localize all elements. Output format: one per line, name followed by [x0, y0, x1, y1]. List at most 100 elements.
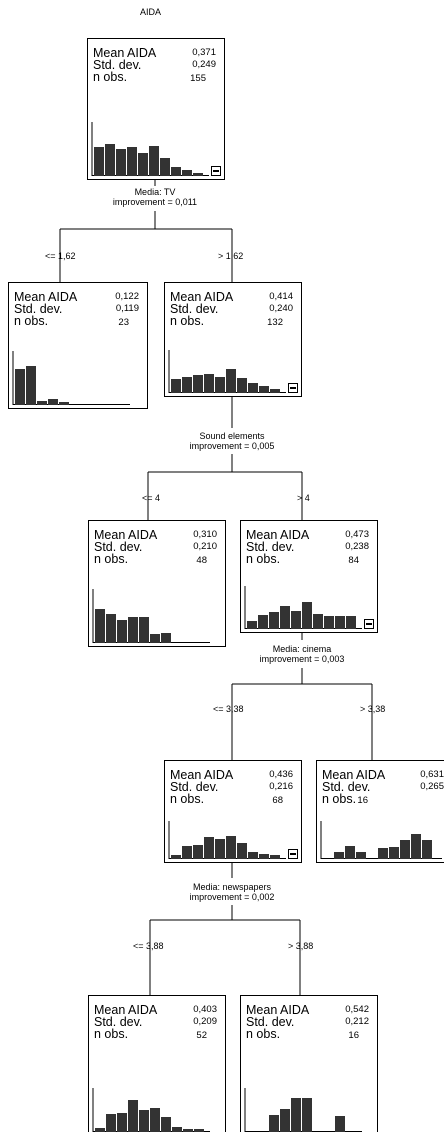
n-obs-value: 23 — [118, 317, 129, 328]
n-obs-label: n obs. — [322, 792, 357, 806]
histogram-bar — [356, 852, 366, 859]
histogram-bar — [313, 614, 323, 629]
mean-value: 0,542 — [345, 1004, 369, 1015]
split-variable: Sound elements — [199, 431, 265, 441]
histogram-bar — [117, 620, 127, 643]
n-obs-label: n obs. — [246, 552, 281, 566]
std-dev-label: Std. dev. — [14, 302, 63, 316]
histogram-bar — [161, 633, 171, 643]
mean-label: Mean AIDA — [170, 768, 234, 782]
n-obs-value: 16 — [348, 1030, 359, 1041]
histogram-bar — [259, 386, 269, 393]
n-obs-label: n obs. — [14, 314, 49, 328]
histogram-bar — [150, 634, 160, 643]
histogram-bar — [95, 609, 105, 643]
histogram-bar — [171, 167, 181, 176]
split-improvement: improvement = 0,002 — [189, 892, 275, 902]
histogram-bar — [345, 846, 355, 859]
mean-value: 0,436 — [269, 769, 293, 780]
std-dev-value: 0,209 — [193, 1016, 217, 1027]
split-label-news: Media: newspapers improvement = 0,002 — [152, 882, 312, 902]
histogram-bar — [48, 399, 58, 405]
histogram — [91, 122, 209, 176]
histogram-bar — [26, 366, 36, 405]
tree-node-cinema-low[interactable]: Mean AIDA 0,436 Std. dev. 0,216 n obs. 68 — [164, 760, 302, 863]
tree-node-tv-low[interactable]: Mean AIDA 0,122 Std. dev. 0,119 n obs. 23 — [8, 282, 148, 409]
histogram-bar — [291, 611, 301, 629]
histogram-bar — [248, 383, 258, 393]
mean-label: Mean AIDA — [94, 528, 158, 542]
std-dev-value: 0,238 — [345, 541, 369, 552]
tree-node-tv-high[interactable]: Mean AIDA 0,414 Std. dev. 0,240 n obs. 132 — [164, 282, 302, 397]
histogram-bar — [335, 616, 345, 629]
mean-value: 0,310 — [193, 529, 217, 540]
histogram — [168, 350, 286, 393]
histogram — [168, 821, 286, 859]
histogram-bar — [259, 854, 269, 859]
histogram-bar — [59, 402, 69, 405]
tree-node-news-low[interactable]: Mean AIDA 0,403 Std. dev. 0,209 n obs. 52 — [88, 995, 226, 1132]
std-dev-label: Std. dev. — [246, 540, 295, 554]
n-obs-value: 48 — [196, 555, 207, 566]
branch-label-news-right: > 3,88 — [288, 941, 314, 951]
histogram — [244, 586, 362, 629]
collapse-button[interactable] — [288, 849, 298, 859]
histogram — [320, 821, 442, 859]
histogram — [12, 351, 130, 405]
std-dev-label: Std. dev. — [93, 58, 142, 72]
histogram-bar — [193, 375, 203, 393]
histogram-bar — [171, 855, 181, 859]
mean-value: 0,473 — [345, 529, 369, 540]
tree-node-sound-high[interactable]: Mean AIDA 0,473 Std. dev. 0,238 n obs. 84 — [240, 520, 378, 633]
histogram-bar — [193, 173, 203, 176]
histogram-bar — [204, 374, 214, 393]
tree-node-root[interactable]: Mean AIDA 0,371 Std. dev. 0,249 n obs. 155 — [87, 38, 225, 180]
branch-label-tv-right: > 1,62 — [218, 251, 244, 261]
histogram-bar — [422, 840, 432, 859]
histogram-bar — [128, 617, 138, 643]
histogram-bar — [400, 840, 410, 859]
mean-label: Mean AIDA — [246, 1003, 310, 1017]
histogram-bar — [182, 170, 192, 176]
collapse-button[interactable] — [288, 383, 298, 393]
histogram-bar — [117, 1113, 127, 1132]
branch-label-sound-right: > 4 — [297, 493, 310, 503]
n-obs-label: n obs. — [94, 552, 129, 566]
std-dev-label: Std. dev. — [94, 540, 143, 554]
histogram-bar — [269, 1115, 279, 1132]
mean-label: Mean AIDA — [246, 528, 310, 542]
branch-label-news-left: <= 3,88 — [133, 941, 164, 951]
histogram-bar — [94, 147, 104, 176]
histogram-bar — [171, 379, 181, 393]
histogram-bar — [128, 1100, 138, 1132]
collapse-button[interactable] — [364, 619, 374, 629]
histogram-bar — [215, 377, 225, 393]
n-obs-value: 68 — [272, 795, 283, 806]
branch-label-cinema-left: <= 3,38 — [213, 704, 244, 714]
n-obs-value: 155 — [190, 73, 206, 84]
split-variable: Media: TV — [134, 187, 176, 197]
tree-node-sound-low[interactable]: Mean AIDA 0,310 Std. dev. 0,210 n obs. 48 — [88, 520, 226, 647]
histogram-bar — [182, 377, 192, 393]
collapse-button[interactable] — [211, 166, 221, 176]
histogram-bar — [194, 1129, 204, 1132]
histogram-bar — [248, 852, 258, 859]
mean-label: Mean AIDA — [322, 768, 386, 782]
histogram-bar — [138, 153, 148, 176]
histogram-bar — [127, 147, 137, 176]
histogram-bar — [334, 852, 344, 859]
std-dev-label: Std. dev. — [246, 1015, 295, 1029]
histogram-bar — [335, 1116, 345, 1132]
histogram-bar — [106, 1114, 116, 1132]
n-obs-value: 52 — [196, 1030, 207, 1041]
histogram-bar — [302, 602, 312, 629]
histogram-bar — [280, 1109, 290, 1132]
tree-node-cinema-high[interactable]: Mean AIDA 0,631 Std. dev. 0,265 n obs. 16 — [316, 760, 444, 863]
histogram-bar — [139, 617, 149, 643]
n-obs-value: 84 — [348, 555, 359, 566]
tree-node-news-high[interactable]: Mean AIDA 0,542 Std. dev. 0,212 n obs. 16 — [240, 995, 378, 1132]
histogram-bar — [378, 848, 388, 859]
std-dev-value: 0,240 — [269, 303, 293, 314]
histogram-bar — [183, 1129, 193, 1132]
